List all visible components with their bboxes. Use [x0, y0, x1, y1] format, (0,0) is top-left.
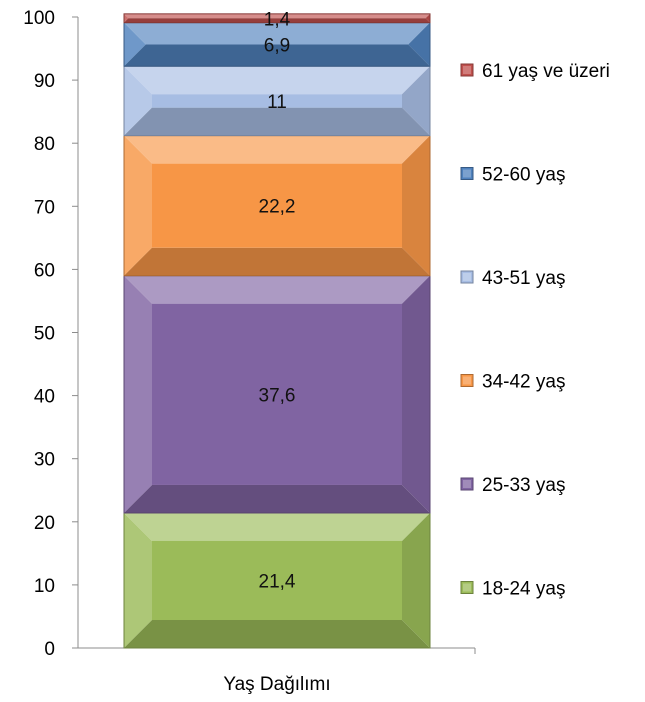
data-labels: 21,4 37,6 22,2 11 6,9 1,4: [259, 9, 296, 592]
segment-bevel-bottom: [124, 44, 430, 67]
y-tick-label: 20: [34, 513, 55, 534]
data-label: 1,4: [264, 9, 291, 30]
segment-bevel-top: [124, 22, 430, 45]
data-label: 37,6: [259, 385, 296, 406]
legend-swatch-highlight: [463, 273, 471, 281]
legend-label: 43-51 yaş: [482, 268, 565, 289]
legend-label: 18-24 yaş: [482, 579, 565, 600]
segment-bevel-top: [124, 275, 430, 304]
segment-face: [152, 540, 402, 620]
bar-segment: [123, 13, 431, 24]
data-label: 21,4: [259, 571, 296, 592]
segment-bevel-bottom: [124, 107, 430, 136]
segment-outline: [123, 13, 431, 24]
legend-label: 61 yaş ve üzeri: [482, 61, 610, 82]
segment-bevel-bottom: [124, 620, 430, 648]
data-label: 11: [267, 92, 287, 113]
bar-segment: [123, 65, 431, 137]
segment-bevel-right: [408, 22, 430, 67]
y-tick-label: 50: [34, 324, 55, 345]
legend-item: 18-24 yaş: [460, 579, 565, 600]
bar-segments: [123, 13, 431, 649]
segment-bevel-bottom: [124, 247, 430, 276]
y-tick-label: 60: [34, 260, 55, 281]
segment-face: [152, 94, 402, 108]
y-tick-label: 30: [34, 450, 55, 471]
segment-face: [152, 303, 402, 485]
segment-bevel-right: [402, 66, 430, 136]
segment-bevel-left: [124, 512, 152, 648]
legend-item: 52-60 yaş: [460, 165, 565, 186]
segment-bevel-left: [124, 66, 152, 136]
segment-bevel-left: [124, 135, 152, 276]
legend-swatch-highlight: [463, 66, 471, 74]
segment-bevel-right: [425, 13, 430, 23]
segment-bevel-bottom: [124, 484, 430, 513]
bar-segment: [123, 512, 431, 649]
y-tick-label: 100: [23, 8, 55, 29]
y-tick-label: 10: [34, 576, 55, 597]
legend-item: 61 yaş ve üzeri: [460, 61, 610, 82]
data-label: 6,9: [264, 35, 290, 56]
bar-segment: [123, 275, 431, 514]
y-tick-label: 0: [44, 639, 55, 660]
segment-bevel-top: [124, 13, 430, 19]
y-tick-label: 80: [34, 134, 55, 155]
legend-item: 34-42 yaş: [460, 372, 565, 393]
axes: 0 10 20 30 40 50 60 70 80 90 100: [23, 8, 476, 660]
segment-bevel-top: [124, 66, 430, 95]
segment-bevel-right: [402, 512, 430, 648]
data-label: 22,2: [259, 197, 296, 218]
segment-bevel-bottom: [124, 18, 430, 23]
legend-swatch-highlight: [463, 583, 471, 592]
legend-label: 34-42 yaş: [482, 372, 565, 393]
segment-bevel-right: [402, 275, 430, 513]
segment-bevel-left: [124, 13, 129, 23]
y-tick-label: 70: [34, 197, 55, 218]
segment-bevel-left: [124, 275, 152, 513]
bar-segment: [123, 22, 431, 67]
y-tick-label: 40: [34, 387, 55, 408]
segment-bevel-right: [402, 135, 430, 276]
legend-item: 43-51 yaş: [460, 268, 565, 289]
legend: 61 yaş ve üzeri 52-60 yaş 43-51 yaş 34-42 y…: [460, 61, 610, 600]
segment-face: [152, 163, 402, 248]
legend-swatch-highlight: [463, 480, 471, 488]
bar-segment: [123, 135, 431, 277]
segment-bevel-top: [124, 512, 430, 541]
legend-swatch-highlight: [463, 376, 471, 385]
segment-bevel-top: [124, 135, 430, 164]
y-tick-label: 90: [34, 71, 55, 92]
category-label: Yaş Dağılımı: [223, 674, 330, 695]
legend-item: 25-33 yaş: [460, 475, 565, 496]
legend-swatch-highlight: [463, 169, 471, 178]
legend-label: 25-33 yaş: [482, 475, 565, 496]
legend-label: 52-60 yaş: [482, 165, 565, 186]
segment-bevel-left: [124, 22, 146, 67]
